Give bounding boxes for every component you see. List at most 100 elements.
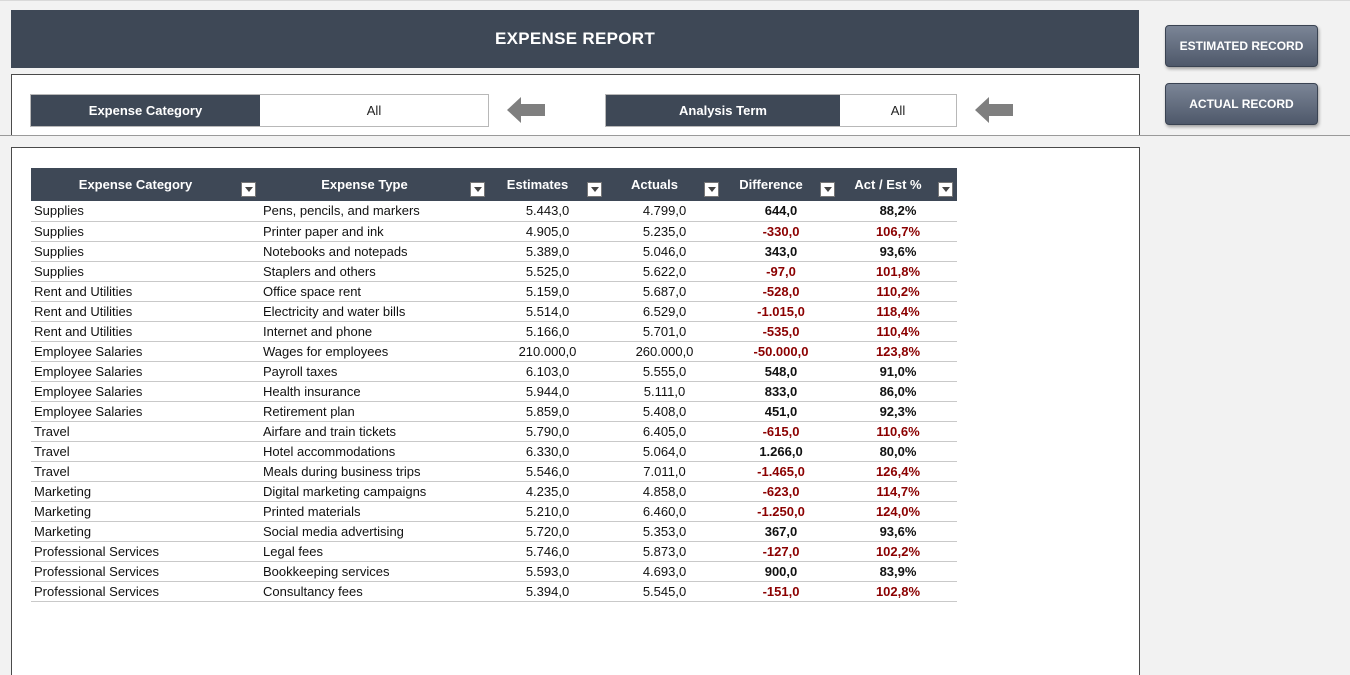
cell-act-est-pct[interactable]: 110,6% xyxy=(839,421,957,442)
cell-type[interactable]: Staplers and others xyxy=(260,261,489,282)
cell-act-est-pct[interactable]: 93,6% xyxy=(839,521,957,542)
cell-category[interactable]: Employee Salaries xyxy=(31,401,260,422)
cell-difference[interactable]: 833,0 xyxy=(723,381,839,402)
table-row[interactable]: Employee Salaries Payroll taxes 6.103,0 5.5… xyxy=(31,361,957,382)
filter-dropdown-icon[interactable] xyxy=(241,182,256,197)
cell-difference[interactable]: -97,0 xyxy=(723,261,839,282)
cell-estimate[interactable]: 210.000,0 xyxy=(489,341,606,362)
analysis-term-filter[interactable]: Analysis Term All xyxy=(605,94,957,127)
cell-difference[interactable]: 451,0 xyxy=(723,401,839,422)
cell-estimate[interactable]: 5.166,0 xyxy=(489,321,606,342)
cell-type[interactable]: Notebooks and notepads xyxy=(260,241,489,262)
cell-act-est-pct[interactable]: 80,0% xyxy=(839,441,957,462)
cell-category[interactable]: Rent and Utilities xyxy=(31,321,260,342)
cell-difference[interactable]: -330,0 xyxy=(723,221,839,242)
cell-estimate[interactable]: 5.944,0 xyxy=(489,381,606,402)
table-row[interactable]: Rent and Utilities Internet and phone 5.16… xyxy=(31,321,957,342)
table-row[interactable]: Rent and Utilities Office space rent 5.159… xyxy=(31,281,957,302)
cell-difference[interactable]: 343,0 xyxy=(723,241,839,262)
cell-difference[interactable]: -528,0 xyxy=(723,281,839,302)
cell-category[interactable]: Supplies xyxy=(31,201,260,222)
cell-estimate[interactable]: 5.546,0 xyxy=(489,461,606,482)
cell-difference[interactable]: -623,0 xyxy=(723,481,839,502)
cell-category[interactable]: Supplies xyxy=(31,241,260,262)
table-row[interactable]: Professional Services Consultancy fees 5.3… xyxy=(31,581,957,602)
table-row[interactable]: Employee Salaries Health insurance 5.944,0… xyxy=(31,381,957,402)
expense-category-filter[interactable]: Expense Category All xyxy=(30,94,489,127)
cell-type[interactable]: Pens, pencils, and markers xyxy=(260,201,489,222)
cell-act-est-pct[interactable]: 93,6% xyxy=(839,241,957,262)
cell-category[interactable]: Travel xyxy=(31,421,260,442)
actual-record-button[interactable]: ACTUAL RECORD xyxy=(1165,83,1318,125)
estimated-record-button[interactable]: ESTIMATED RECORD xyxy=(1165,25,1318,67)
cell-type[interactable]: Digital marketing campaigns xyxy=(260,481,489,502)
cell-actual[interactable]: 5.545,0 xyxy=(606,581,723,602)
cell-estimate[interactable]: 5.389,0 xyxy=(489,241,606,262)
filter-dropdown-icon[interactable] xyxy=(938,182,953,197)
cell-actual[interactable]: 6.405,0 xyxy=(606,421,723,442)
cell-actual[interactable]: 6.460,0 xyxy=(606,501,723,522)
cell-actual[interactable]: 5.555,0 xyxy=(606,361,723,382)
cell-category[interactable]: Professional Services xyxy=(31,561,260,582)
table-row[interactable]: Marketing Social media advertising 5.720,0… xyxy=(31,521,957,542)
cell-act-est-pct[interactable]: 123,8% xyxy=(839,341,957,362)
cell-estimate[interactable]: 4.905,0 xyxy=(489,221,606,242)
cell-category[interactable]: Marketing xyxy=(31,521,260,542)
cell-actual[interactable]: 4.858,0 xyxy=(606,481,723,502)
filter-dropdown-icon[interactable] xyxy=(470,182,485,197)
cell-category[interactable]: Travel xyxy=(31,441,260,462)
cell-difference[interactable]: -615,0 xyxy=(723,421,839,442)
table-row[interactable]: Employee Salaries Wages for employees 210.… xyxy=(31,341,957,362)
filter-dropdown-icon[interactable] xyxy=(820,182,835,197)
expense-category-filter-value[interactable]: All xyxy=(260,95,488,126)
cell-act-est-pct[interactable]: 114,7% xyxy=(839,481,957,502)
cell-actual[interactable]: 4.693,0 xyxy=(606,561,723,582)
cell-type[interactable]: Payroll taxes xyxy=(260,361,489,382)
cell-actual[interactable]: 6.529,0 xyxy=(606,301,723,322)
table-row[interactable]: Supplies Staplers and others 5.525,0 5.622,… xyxy=(31,261,957,282)
table-row[interactable]: Rent and Utilities Electricity and water … xyxy=(31,301,957,322)
cell-estimate[interactable]: 5.159,0 xyxy=(489,281,606,302)
cell-estimate[interactable]: 5.593,0 xyxy=(489,561,606,582)
cell-estimate[interactable]: 5.720,0 xyxy=(489,521,606,542)
table-row[interactable]: Travel Airfare and train tickets 5.790,0 6.… xyxy=(31,421,957,442)
cell-act-est-pct[interactable]: 88,2% xyxy=(839,201,957,222)
cell-act-est-pct[interactable]: 118,4% xyxy=(839,301,957,322)
cell-actual[interactable]: 5.111,0 xyxy=(606,381,723,402)
cell-actual[interactable]: 5.235,0 xyxy=(606,221,723,242)
cell-difference[interactable]: -1.015,0 xyxy=(723,301,839,322)
cell-type[interactable]: Retirement plan xyxy=(260,401,489,422)
cell-category[interactable]: Employee Salaries xyxy=(31,381,260,402)
cell-estimate[interactable]: 5.746,0 xyxy=(489,541,606,562)
cell-category[interactable]: Employee Salaries xyxy=(31,361,260,382)
cell-estimate[interactable]: 5.525,0 xyxy=(489,261,606,282)
cell-difference[interactable]: -127,0 xyxy=(723,541,839,562)
cell-type[interactable]: Hotel accommodations xyxy=(260,441,489,462)
cell-act-est-pct[interactable]: 124,0% xyxy=(839,501,957,522)
cell-actual[interactable]: 260.000,0 xyxy=(606,341,723,362)
filter-dropdown-icon[interactable] xyxy=(704,182,719,197)
cell-difference[interactable]: 1.266,0 xyxy=(723,441,839,462)
cell-difference[interactable]: -151,0 xyxy=(723,581,839,602)
cell-actual[interactable]: 5.408,0 xyxy=(606,401,723,422)
table-row[interactable]: Travel Meals during business trips 5.546,0… xyxy=(31,461,957,482)
table-row[interactable]: Marketing Digital marketing campaigns 4.23… xyxy=(31,481,957,502)
table-row[interactable]: Supplies Pens, pencils, and markers 5.443,… xyxy=(31,201,957,222)
cell-actual[interactable]: 7.011,0 xyxy=(606,461,723,482)
cell-estimate[interactable]: 6.330,0 xyxy=(489,441,606,462)
cell-estimate[interactable]: 5.859,0 xyxy=(489,401,606,422)
cell-act-est-pct[interactable]: 102,8% xyxy=(839,581,957,602)
cell-difference[interactable]: 548,0 xyxy=(723,361,839,382)
cell-act-est-pct[interactable]: 86,0% xyxy=(839,381,957,402)
cell-type[interactable]: Consultancy fees xyxy=(260,581,489,602)
table-row[interactable]: Travel Hotel accommodations 6.330,0 5.064,0… xyxy=(31,441,957,462)
cell-act-est-pct[interactable]: 101,8% xyxy=(839,261,957,282)
cell-actual[interactable]: 5.687,0 xyxy=(606,281,723,302)
cell-category[interactable]: Supplies xyxy=(31,221,260,242)
cell-difference[interactable]: -1.465,0 xyxy=(723,461,839,482)
cell-type[interactable]: Health insurance xyxy=(260,381,489,402)
table-row[interactable]: Professional Services Legal fees 5.746,0 5.… xyxy=(31,541,957,562)
cell-actual[interactable]: 5.873,0 xyxy=(606,541,723,562)
cell-actual[interactable]: 5.064,0 xyxy=(606,441,723,462)
cell-category[interactable]: Supplies xyxy=(31,261,260,282)
